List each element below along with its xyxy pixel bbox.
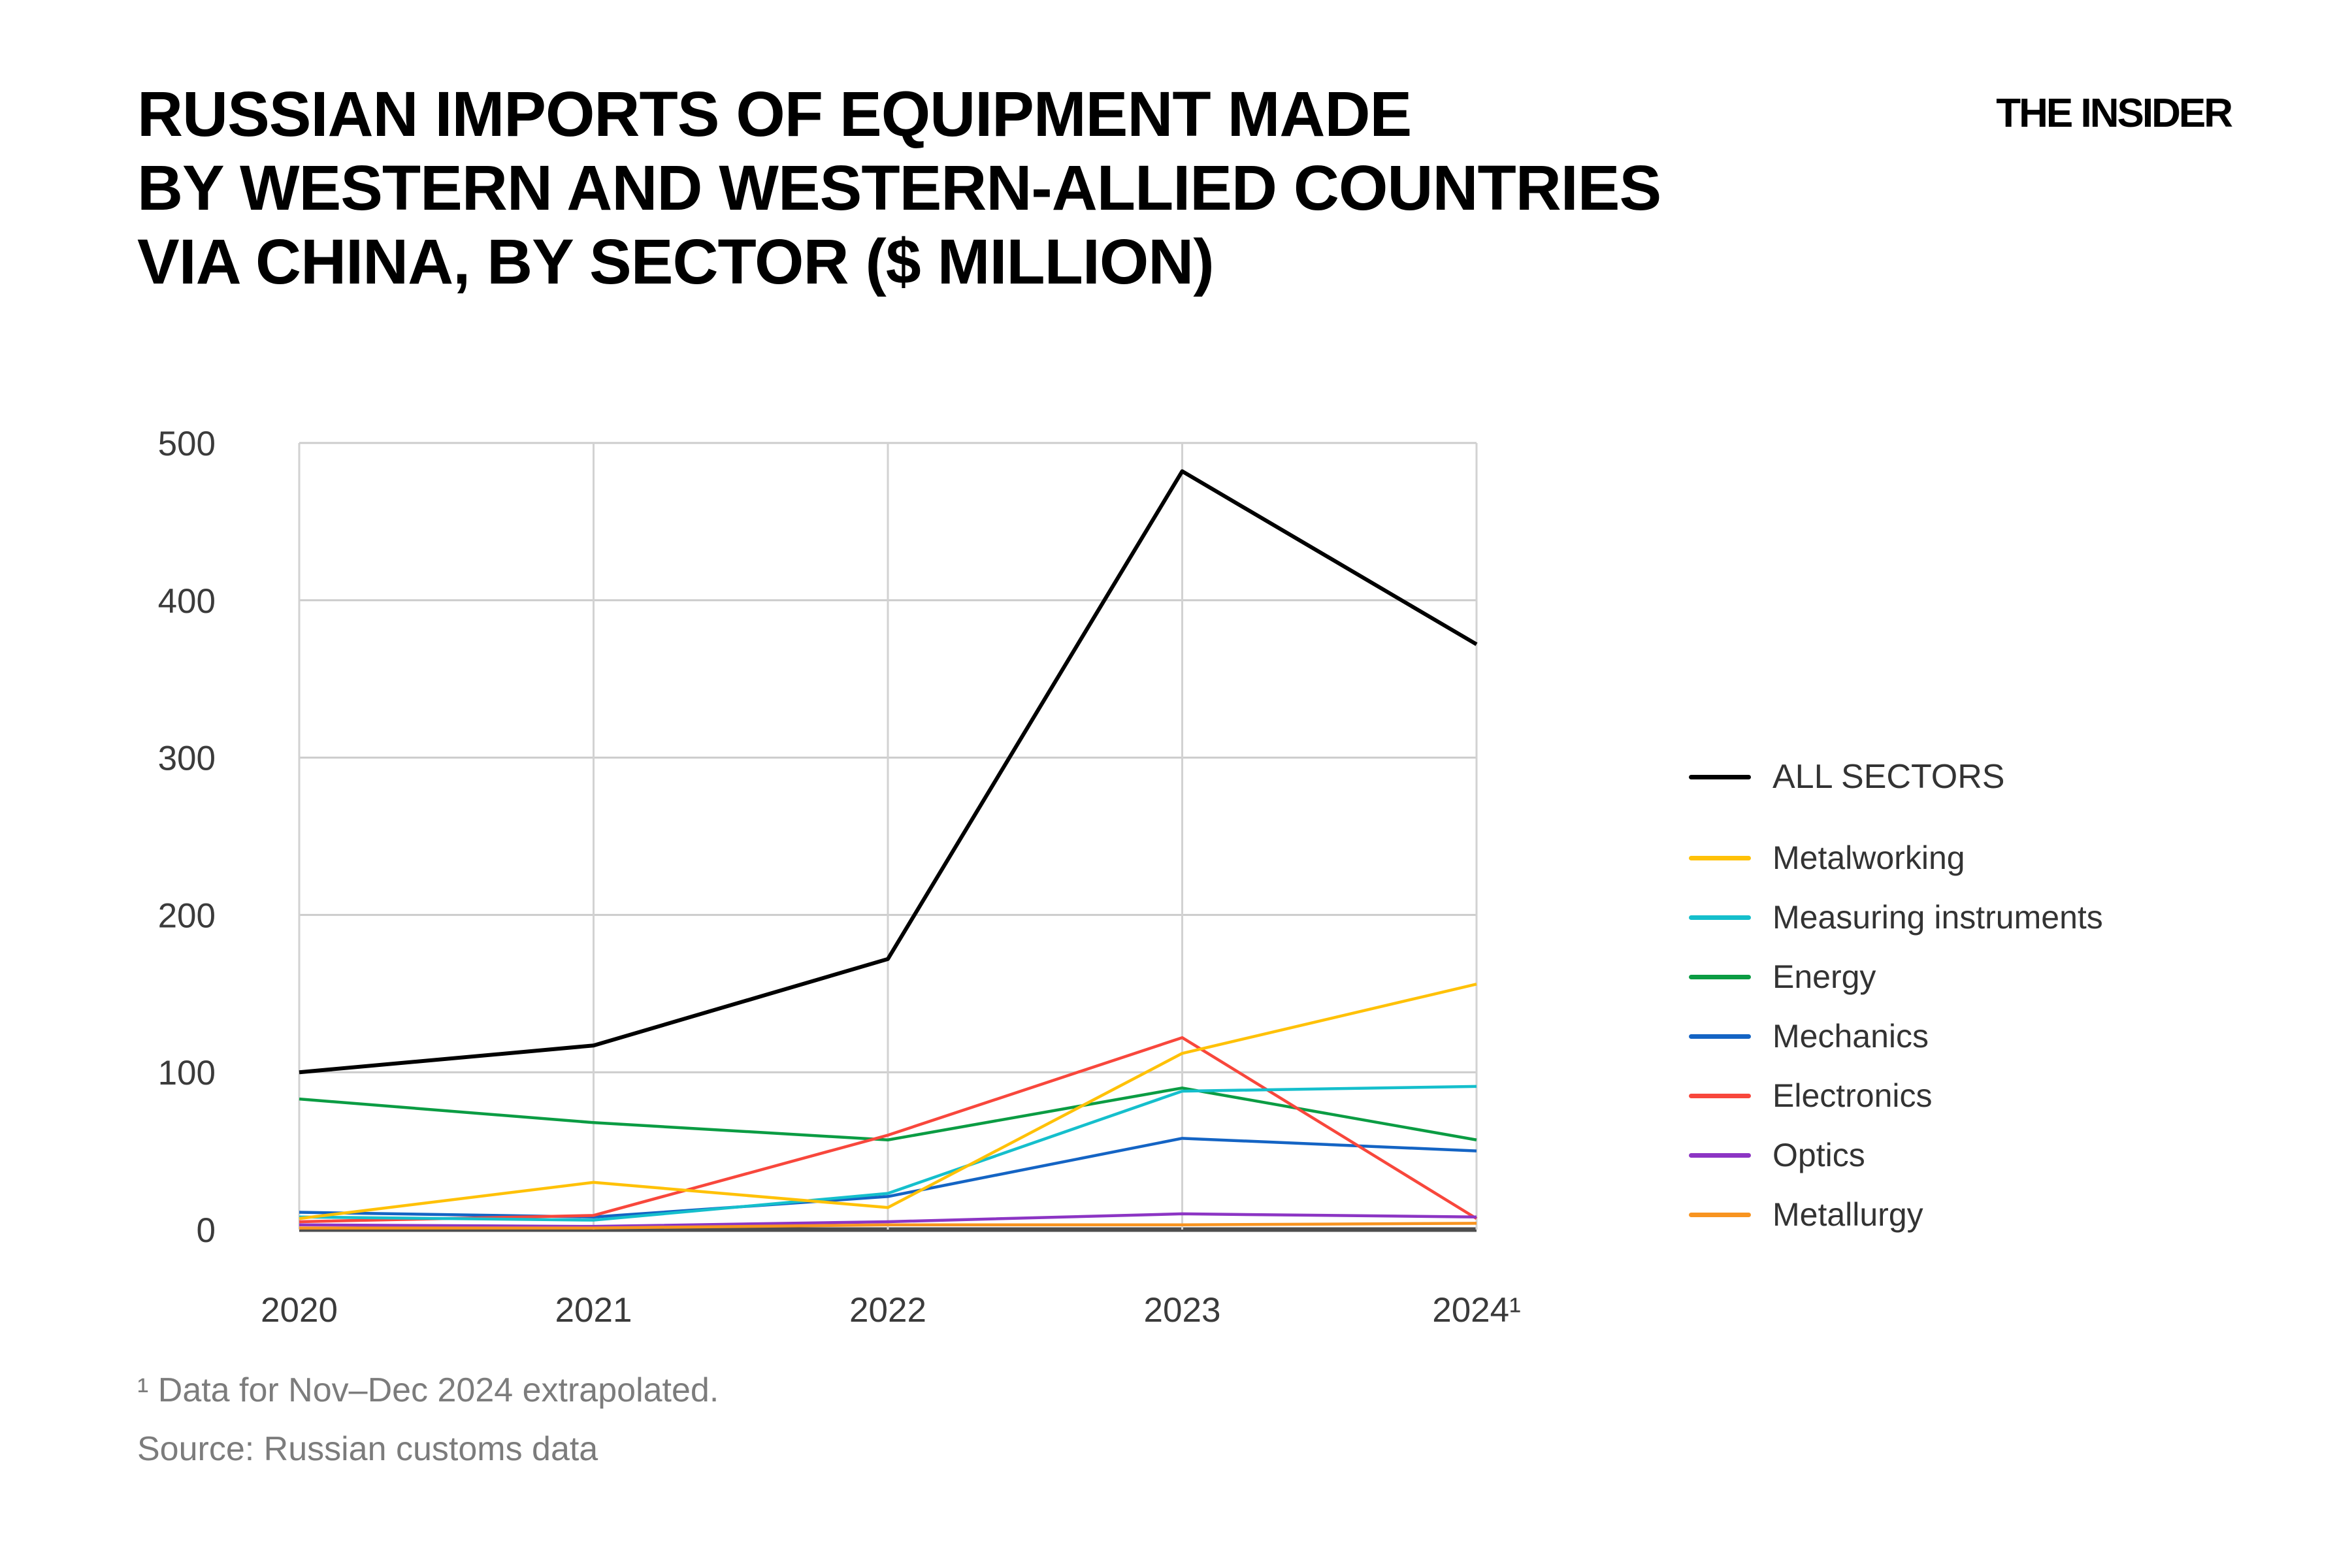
footnote-extrapolated: ¹ Data for Nov–Dec 2024 extrapolated.	[137, 1371, 719, 1409]
footnotes: ¹ Data for Nov–Dec 2024 extrapolated. So…	[137, 1371, 719, 1488]
legend-label-mechanics: Mechanics	[1772, 1018, 1929, 1054]
legend-item-measuring-instruments: Measuring instruments	[1689, 899, 2103, 936]
legend-item-metalworking: Metalworking	[1689, 840, 2103, 876]
legend-swatch-measuring-instruments	[1689, 915, 1751, 920]
legend-item-optics: Optics	[1689, 1137, 2103, 1173]
chart-title-line-3: VIA CHINA, BY SECTOR ($ MILLION)	[137, 226, 1215, 297]
legend-label-metallurgy: Metallurgy	[1772, 1196, 1923, 1233]
series-line-mechanics	[299, 1137, 1477, 1218]
legend-item-mechanics: Mechanics	[1689, 1018, 2103, 1054]
y-tick-label-400: 400	[158, 582, 216, 621]
chart-title-line-2: BY WESTERN AND WESTERN-ALLIED COUNTRIES	[137, 152, 1661, 223]
series-line-all-sectors	[299, 469, 1478, 1075]
legend-label-all-sectors: ALL SECTORS	[1772, 758, 2005, 796]
y-tick-label-500: 500	[158, 425, 216, 463]
series-layer	[299, 469, 1478, 1230]
series-line-electronics	[299, 1036, 1478, 1224]
x-tick-label-2021: 2021	[555, 1291, 632, 1330]
legend-label-energy: Energy	[1772, 958, 1876, 995]
legend-item-energy: Energy	[1689, 958, 2103, 995]
legend-label-electronics: Electronics	[1772, 1077, 1933, 1114]
legend-label-measuring-instruments: Measuring instruments	[1772, 899, 2103, 936]
legend-item-metallurgy: Metallurgy	[1689, 1196, 2103, 1233]
publisher-logo: THE INSIDER	[1996, 91, 2233, 136]
series-line-metalworking	[299, 983, 1477, 1220]
series-line-measuring-instruments	[299, 1085, 1477, 1222]
y-tick-label-300: 300	[158, 740, 216, 778]
legend-swatch-metalworking	[1689, 855, 1751, 860]
legend-item-all-sectors: ALL SECTORS	[1689, 758, 2103, 796]
chart-title-line-1: RUSSIAN IMPORTS OF EQUIPMENT MADE	[137, 78, 1412, 150]
legend-swatch-optics	[1689, 1152, 1751, 1158]
y-tick-label-100: 100	[158, 1054, 216, 1092]
legend-swatch-mechanics	[1689, 1034, 1751, 1039]
legend-swatch-all-sectors	[1689, 774, 1751, 779]
legend-swatch-electronics	[1689, 1093, 1751, 1098]
y-tick-label-0: 0	[197, 1211, 216, 1250]
series-line-optics	[299, 1212, 1477, 1228]
legend-swatch-energy	[1689, 974, 1751, 979]
tick-labels-layer: 0 100 200 300 400 500 2020 2021 2022 2023 2024¹	[158, 425, 1521, 1330]
series-line-metallurgy	[299, 1222, 1477, 1230]
x-tick-label-2023: 2023	[1144, 1291, 1221, 1330]
legend-label-metalworking: Metalworking	[1772, 840, 1965, 876]
x-tick-label-2022: 2022	[849, 1291, 926, 1330]
legend-swatch-metallurgy	[1689, 1212, 1751, 1217]
y-tick-label-200: 200	[158, 896, 216, 935]
x-tick-label-2020: 2020	[261, 1291, 338, 1330]
grid-layer	[298, 442, 1478, 1232]
x-tick-label-2024: 2024¹	[1432, 1291, 1521, 1330]
legend-item-electronics: Electronics	[1689, 1077, 2103, 1114]
series-line-energy	[299, 1086, 1477, 1141]
footnote-source: Source: Russian customs data	[137, 1430, 598, 1468]
chart-legend: ALL SECTORS Metalworking Measuring instrum…	[1689, 758, 2103, 1256]
legend-label-optics: Optics	[1772, 1137, 1865, 1173]
chart-title: RUSSIAN IMPORTS OF EQUIPMENT MADE BY WES…	[137, 77, 1661, 299]
